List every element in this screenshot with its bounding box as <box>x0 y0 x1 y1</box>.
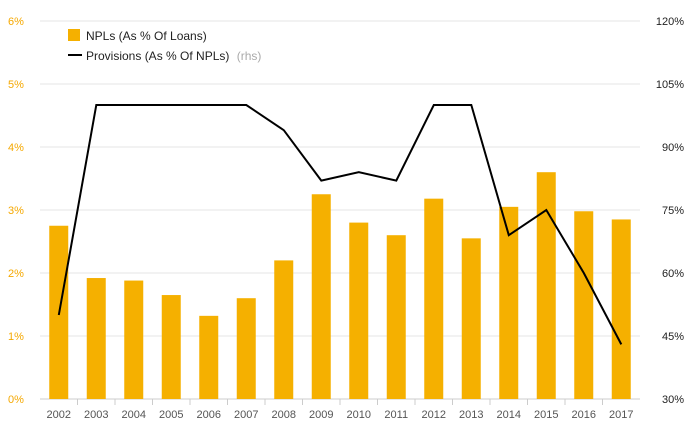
x-tick-label: 2005 <box>159 409 183 421</box>
x-axis: 2002 2003 2004 2005 2006 2007 2008 2009 2010 2011… <box>47 399 633 421</box>
y-right-tick-label: 75% <box>662 205 684 217</box>
x-tick-label: 2012 <box>422 409 446 421</box>
x-tick-label: 2014 <box>497 409 521 421</box>
x-tick-label: 2006 <box>197 409 221 421</box>
bar <box>199 315 219 399</box>
bar-series <box>49 172 631 399</box>
bar <box>461 238 481 399</box>
y-right-tick-label: 105% <box>656 79 684 91</box>
bar <box>536 172 556 399</box>
x-tick-label: 2017 <box>609 409 633 421</box>
x-tick-label: 2010 <box>347 409 371 421</box>
bar <box>236 298 256 399</box>
bar <box>274 260 294 399</box>
bar <box>499 206 519 399</box>
legend-label-provisions-text: Provisions (As % Of NPLs) <box>86 49 229 63</box>
y-right-tick-label: 120% <box>656 16 684 28</box>
x-tick-label: 2003 <box>84 409 108 421</box>
bar <box>124 280 144 399</box>
bar <box>349 222 369 399</box>
legend-label-provisions: Provisions (As % Of NPLs) (rhs) <box>86 49 261 63</box>
bar <box>574 211 594 399</box>
x-tick-label: 2007 <box>234 409 258 421</box>
left-axis: 0% 1% 2% 3% 4% 5% 6% <box>8 16 24 406</box>
bar <box>386 235 406 399</box>
legend: NPLs (As % Of Loans) Provisions (As % Of… <box>68 29 261 63</box>
y-left-tick-label: 5% <box>8 79 24 91</box>
y-right-tick-label: 30% <box>662 394 684 406</box>
y-right-tick-label: 90% <box>662 142 684 154</box>
bar <box>86 278 106 399</box>
y-right-tick-label: 45% <box>662 331 684 343</box>
legend-label-provisions-note: (rhs) <box>237 49 262 63</box>
x-tick-label: 2002 <box>47 409 71 421</box>
x-tick-label: 2011 <box>384 409 408 421</box>
y-left-tick-label: 6% <box>8 16 24 28</box>
y-left-tick-label: 0% <box>8 394 24 406</box>
y-left-tick-label: 4% <box>8 142 24 154</box>
x-tick-label: 2009 <box>309 409 333 421</box>
legend-swatch-npls <box>68 29 80 41</box>
x-tick-label: 2004 <box>122 409 146 421</box>
x-tick-label: 2008 <box>272 409 296 421</box>
y-left-tick-label: 2% <box>8 268 24 280</box>
y-left-tick-label: 1% <box>8 331 24 343</box>
right-axis: 30% 45% 60% 75% 90% 105% 120% <box>656 16 684 406</box>
x-tick-label: 2015 <box>534 409 558 421</box>
provisions-line <box>57 104 623 345</box>
y-right-tick-label: 60% <box>662 268 684 280</box>
bar <box>424 198 444 399</box>
x-tick-label: 2016 <box>572 409 596 421</box>
y-left-tick-label: 3% <box>8 205 24 217</box>
bar <box>611 219 631 399</box>
bar <box>311 194 331 399</box>
bar <box>161 295 181 399</box>
legend-label-npls: NPLs (As % Of Loans) <box>86 29 207 43</box>
line-series <box>57 104 623 345</box>
x-tick-label: 2013 <box>459 409 483 421</box>
